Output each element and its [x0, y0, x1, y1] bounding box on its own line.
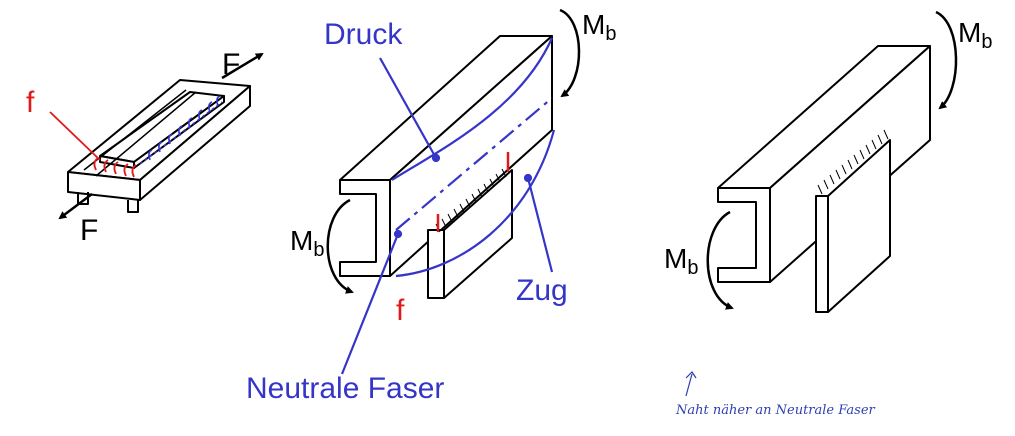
moment-arrow-left	[326, 198, 354, 294]
figure-3-improved-weld	[717, 45, 931, 313]
druck-leader	[379, 57, 437, 159]
label-mb-left-fig3: Mb	[664, 243, 698, 279]
handwritten-note: Naht näher an Neutrale Faser	[675, 403, 876, 418]
weld-hatch-figure3	[817, 129, 889, 195]
label-f-figure2: f	[396, 294, 405, 327]
label-zug: Zug	[516, 274, 568, 307]
moment-arrows-figure3	[706, 10, 958, 310]
label-mb-top-fig2: Mb	[582, 9, 616, 45]
label-mb-left-fig2: Mb	[290, 225, 324, 261]
moment-arrows-figure2	[326, 8, 581, 294]
weld-fillet-red	[49, 111, 137, 178]
force-arrows	[58, 52, 264, 220]
zug-point	[523, 173, 533, 183]
plate3-front	[815, 195, 829, 313]
label-mb-top-fig3: Mb	[958, 17, 992, 53]
moment-arrow-left-fig3	[706, 210, 734, 310]
stress-annotation-blue	[340, 37, 556, 375]
f-leader-line	[49, 111, 101, 161]
weld-seam-blue	[139, 95, 223, 165]
compression-curve	[391, 37, 554, 181]
figure-2-bending-weld	[339, 35, 553, 299]
moment-arrow-top-fig3	[935, 10, 958, 110]
channel-inner-rails	[83, 89, 197, 177]
label-druck: Druck	[324, 18, 403, 51]
neutral-leader	[340, 233, 400, 375]
plate3-side	[827, 139, 891, 313]
channel3-front-profile	[717, 187, 771, 283]
neutral-axis-line	[395, 97, 553, 231]
moment-arrow-top	[559, 8, 581, 98]
channel-side-face	[139, 85, 251, 201]
label-f-figure1: f	[26, 86, 35, 119]
force-arrow-top	[221, 52, 264, 80]
handwritten-arrow	[685, 371, 697, 397]
plate2-side	[443, 169, 513, 299]
neutral-point	[393, 229, 403, 239]
tension-curve	[395, 129, 556, 278]
label-neutrale-faser: Neutrale Faser	[246, 372, 444, 405]
force-arrow-bottom	[58, 193, 93, 220]
druck-point	[431, 153, 441, 163]
channel2-front-profile	[339, 179, 391, 277]
label-force-bottom: F	[80, 214, 98, 247]
weld-markers-red	[436, 152, 510, 232]
zug-leader	[526, 177, 554, 273]
label-force-top: F	[222, 48, 240, 81]
